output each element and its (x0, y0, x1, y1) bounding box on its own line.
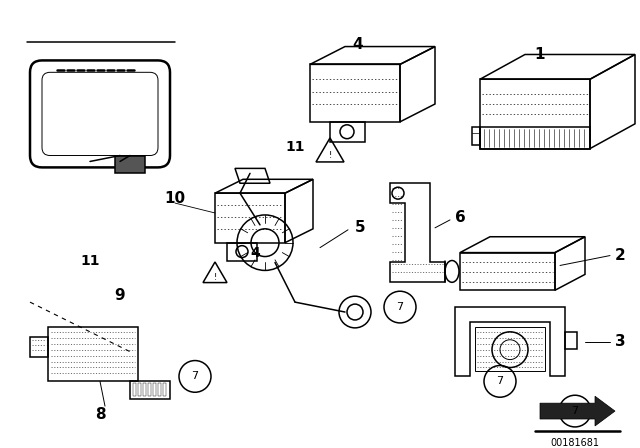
Polygon shape (115, 155, 145, 173)
Text: 3: 3 (614, 334, 625, 349)
Text: 4: 4 (353, 37, 364, 52)
Text: 7: 7 (191, 371, 198, 381)
Text: !: ! (213, 273, 216, 282)
Text: 5: 5 (355, 220, 365, 235)
Text: 11: 11 (285, 140, 305, 154)
Text: 9: 9 (115, 288, 125, 303)
Text: 2: 2 (614, 248, 625, 263)
Text: 7: 7 (572, 406, 579, 416)
Text: 10: 10 (164, 190, 186, 206)
Text: 7: 7 (497, 376, 504, 386)
Text: 1: 1 (535, 47, 545, 62)
Text: 11: 11 (80, 254, 100, 267)
Text: 8: 8 (95, 406, 106, 422)
Text: 6: 6 (454, 211, 465, 225)
Polygon shape (540, 396, 615, 426)
Text: 00181681: 00181681 (550, 438, 600, 448)
Text: !: ! (328, 151, 332, 160)
Text: 4: 4 (250, 246, 260, 259)
Text: 7: 7 (396, 302, 404, 312)
